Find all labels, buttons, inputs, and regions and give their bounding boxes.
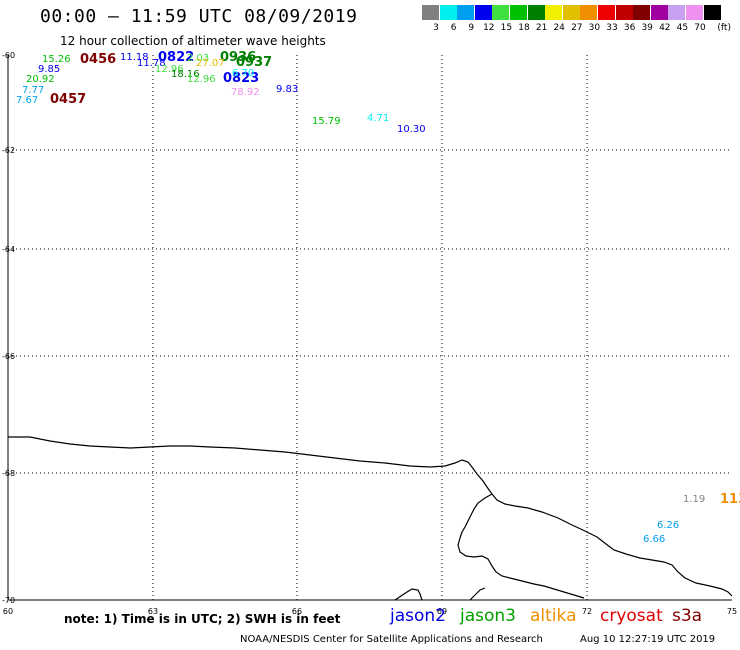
wave-height-label: 9.83	[276, 84, 298, 95]
satellite-label-cryosat: cryosat	[600, 606, 663, 626]
wave-height-label: 11.18	[120, 52, 149, 63]
legend-label: 21	[535, 23, 548, 33]
wave-height-label: 12.96	[155, 64, 184, 75]
credit-line: NOAA/NESDIS Center for Satellite Applica…	[240, 634, 543, 645]
legend-label: 12	[483, 23, 495, 33]
wave-height-label: 6.66	[643, 534, 665, 545]
legend-label: 6	[450, 23, 457, 33]
legend-swatch	[527, 5, 545, 20]
legend-swatch	[598, 5, 615, 20]
wave-height-label: 1.19	[683, 494, 705, 505]
legend-label: 30	[588, 23, 601, 33]
wave-height-label: 0937	[236, 55, 272, 70]
wave-height-label: 15.26	[42, 54, 71, 65]
wave-height-label: 20.92	[26, 74, 55, 85]
wave-height-label: 7.77	[22, 85, 44, 96]
legend-swatch	[492, 5, 510, 20]
map-frame	[7, 55, 732, 601]
lat-tick-label: -60	[2, 51, 15, 60]
legend-label: 15	[500, 23, 513, 33]
legend-label: 33	[606, 23, 618, 33]
legend-label: 9	[468, 23, 475, 33]
legend-label: 36	[623, 23, 636, 33]
lat-tick-label: -66	[2, 352, 15, 361]
legend-swatch	[668, 5, 686, 20]
lon-tick-label: 75	[727, 607, 737, 616]
page-title: 00:00 – 11:59 UTC 08/09/2019	[40, 6, 358, 27]
wave-height-label: 9.85	[38, 64, 60, 75]
lon-tick-label: 63	[148, 607, 158, 616]
wave-height-label: 4.71	[367, 113, 389, 124]
satellite-label-s3a: s3a	[672, 606, 703, 626]
wave-height-label: 78.92	[231, 87, 260, 98]
axis-labels: 60 63 66 69 72 75 -60 -62 -64 -66 -68 -70	[2, 51, 737, 616]
satellite-label-altika: altika	[530, 606, 577, 626]
footer-note: note: 1) Time is in UTC; 2) SWH is in fe…	[64, 612, 341, 626]
wave-height-label: 11.78	[137, 58, 166, 69]
legend-swatch	[510, 5, 527, 20]
legend-swatch	[422, 5, 439, 20]
legend-swatch	[474, 5, 492, 20]
legend-swatch	[439, 5, 457, 20]
graticule	[8, 55, 732, 600]
legend-swatch	[650, 5, 668, 20]
lat-tick-label: -64	[2, 245, 15, 254]
wave-height-label: 2.03	[187, 53, 209, 64]
lon-tick-label: 69	[437, 607, 447, 616]
legend-label: 39	[641, 23, 653, 33]
legend-unit: (ft)	[717, 23, 731, 33]
lat-tick-label: -70	[2, 596, 15, 605]
timestamp: Aug 10 12:27:19 UTC 2019	[580, 634, 716, 645]
legend-label: 70	[694, 23, 706, 33]
legend-label: 24	[553, 23, 565, 33]
legend-swatch	[686, 5, 703, 20]
wave-height-label: 0456	[80, 52, 116, 67]
wave-height-label: 10.30	[397, 124, 426, 135]
legend-label: 45	[676, 23, 689, 33]
legend-swatch	[580, 5, 598, 20]
legend-label: 42	[659, 23, 671, 33]
legend-label: 3	[433, 23, 439, 33]
lon-tick-label: 60	[3, 607, 13, 616]
legend-swatch	[562, 5, 580, 20]
wave-height-label: 0457	[50, 92, 86, 107]
legend-swatch	[633, 5, 651, 20]
legend-label: 27	[571, 23, 583, 33]
legend-swatch	[615, 5, 633, 20]
wave-height-label: 7.67	[16, 95, 38, 106]
wave-height-label: 0936	[220, 50, 256, 65]
wave-height-label: 6.70	[232, 68, 254, 79]
legend-label: 18	[518, 23, 530, 33]
wave-height-label: 0822	[158, 50, 194, 65]
lat-tick-label: -62	[2, 146, 15, 155]
wave-height-label: 0823	[223, 71, 259, 86]
satellite-label-jason3: jason3	[460, 606, 516, 626]
wave-height-label: 113	[720, 492, 740, 507]
satellite-label-jason2: jason2	[390, 606, 446, 626]
legend-swatch	[545, 5, 563, 20]
page-subtitle: 12 hour collection of altimeter wave hei…	[60, 34, 326, 48]
wave-height-label: 18.16	[171, 69, 200, 80]
wave-height-label: 6.26	[657, 520, 679, 531]
legend-swatch	[703, 5, 721, 20]
lat-tick-label: -68	[2, 469, 15, 478]
wave-height-label: 15.79	[312, 116, 341, 127]
wave-height-label: 27.07	[196, 58, 225, 69]
lon-tick-label: 72	[582, 607, 592, 616]
coastline	[8, 436, 733, 601]
wave-height-label: 12.96	[187, 74, 216, 85]
lon-tick-label: 66	[292, 607, 302, 616]
legend-swatch	[457, 5, 475, 20]
